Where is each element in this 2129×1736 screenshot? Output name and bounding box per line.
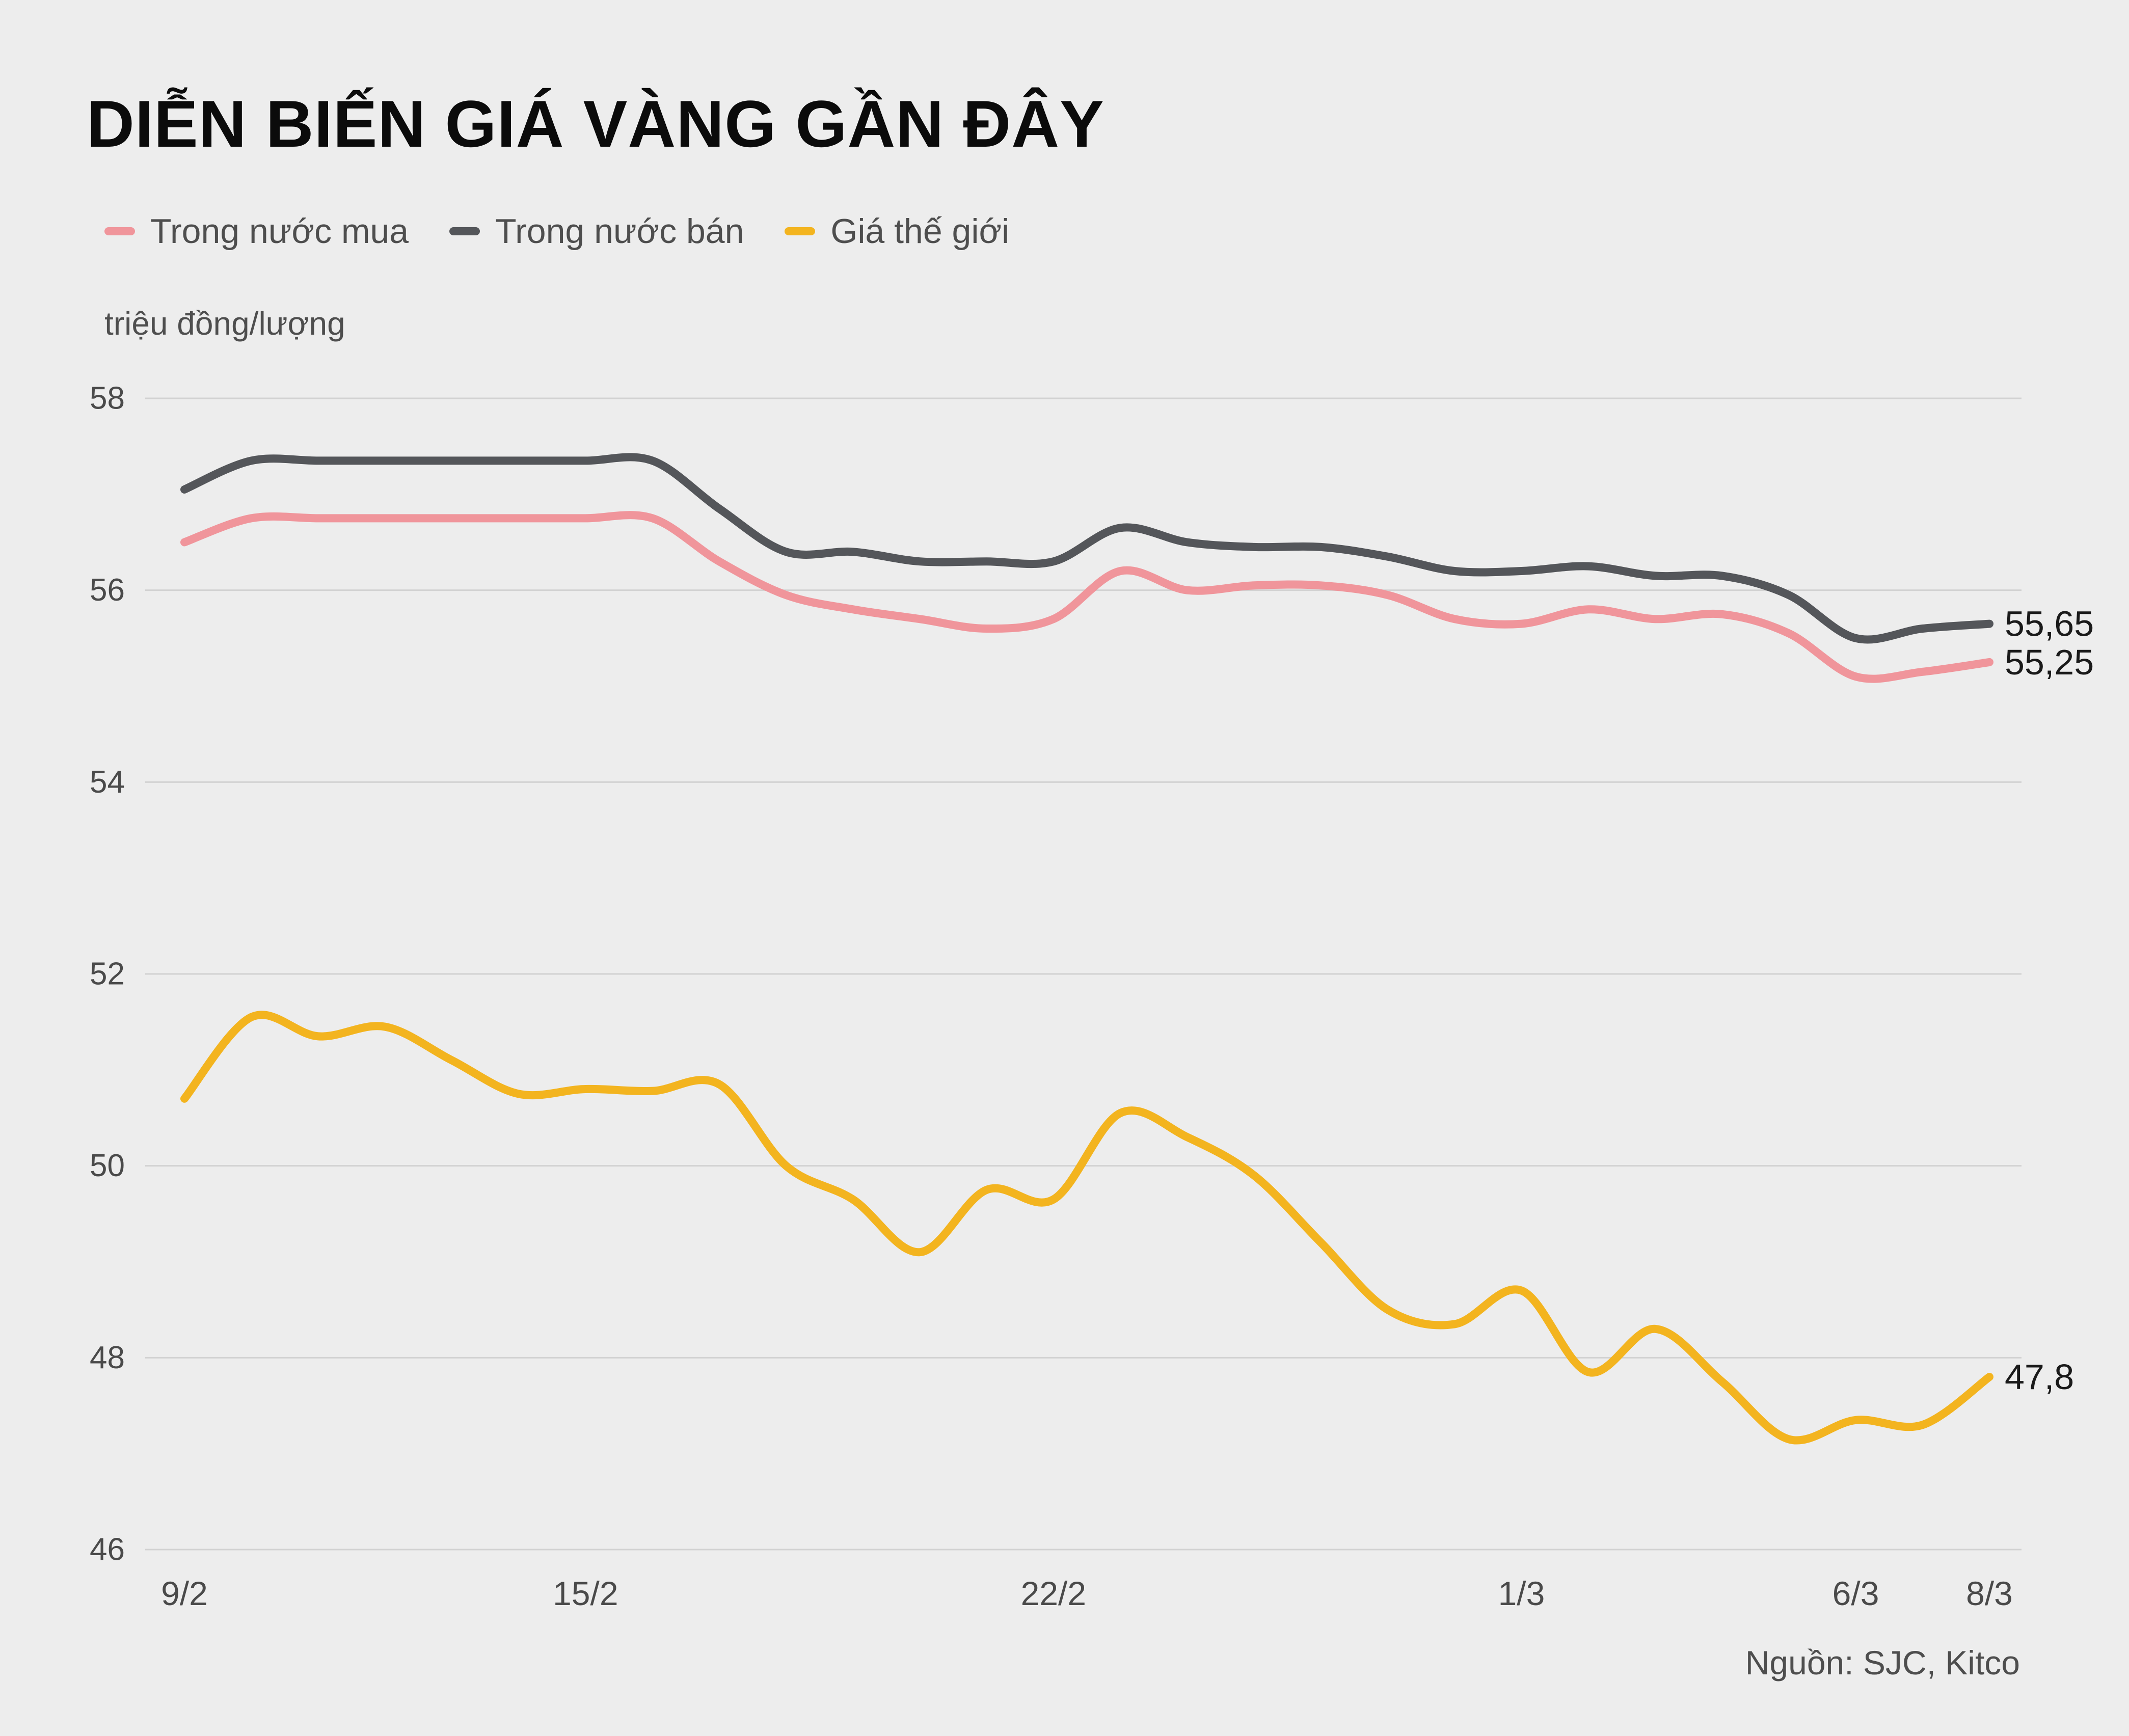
legend-label-world-price: Giá thế giới	[830, 212, 1010, 251]
series-line-world	[180, 1011, 1993, 1445]
end-value-label-world: 47,8	[2005, 1357, 2074, 1397]
y-tick-label: 48	[90, 1340, 125, 1375]
legend-marker-world-icon	[785, 227, 816, 235]
x-tick-label: 22/2	[1021, 1575, 1086, 1612]
end-value-label-buy: 55,25	[2005, 642, 2094, 682]
source-credit: Nguồn: SJC, Kitco	[1745, 1644, 2020, 1681]
y-tick-label: 56	[90, 573, 125, 608]
legend-item-world-price: Giá thế giới	[785, 211, 1009, 251]
x-tick-label: 9/2	[161, 1575, 208, 1612]
series-line-sell	[180, 453, 1993, 644]
legend-label-domestic-buy: Trong nước mua	[150, 212, 409, 251]
legend-item-domestic-sell: Trong nước bán	[449, 211, 744, 251]
end-value-label-sell: 55,65	[2005, 604, 2094, 644]
y-tick-label: 52	[90, 957, 125, 992]
y-tick-label: 46	[90, 1532, 125, 1567]
y-tick-label: 50	[90, 1148, 125, 1183]
legend-item-domestic-buy: Trong nước mua	[104, 211, 409, 251]
x-tick-label: 8/3	[1966, 1575, 2013, 1612]
y-axis-unit-label: triệu đồng/lượng	[104, 305, 345, 342]
x-tick-label: 6/3	[1832, 1575, 1879, 1612]
legend-label-domestic-sell: Trong nước bán	[495, 212, 744, 251]
legend-marker-sell-icon	[449, 227, 480, 235]
legend-marker-buy-icon	[104, 227, 135, 235]
chart-title: DIỄN BIẾN GIÁ VÀNG GẦN ĐÂY	[87, 87, 1104, 161]
y-tick-label: 54	[90, 765, 125, 800]
x-tick-label: 15/2	[553, 1575, 618, 1612]
legend: Trong nước mua Trong nước bán Giá thế gi…	[104, 211, 1009, 251]
series-line-buy	[180, 511, 1993, 683]
y-tick-label: 58	[90, 381, 125, 416]
x-tick-label: 1/3	[1498, 1575, 1545, 1612]
